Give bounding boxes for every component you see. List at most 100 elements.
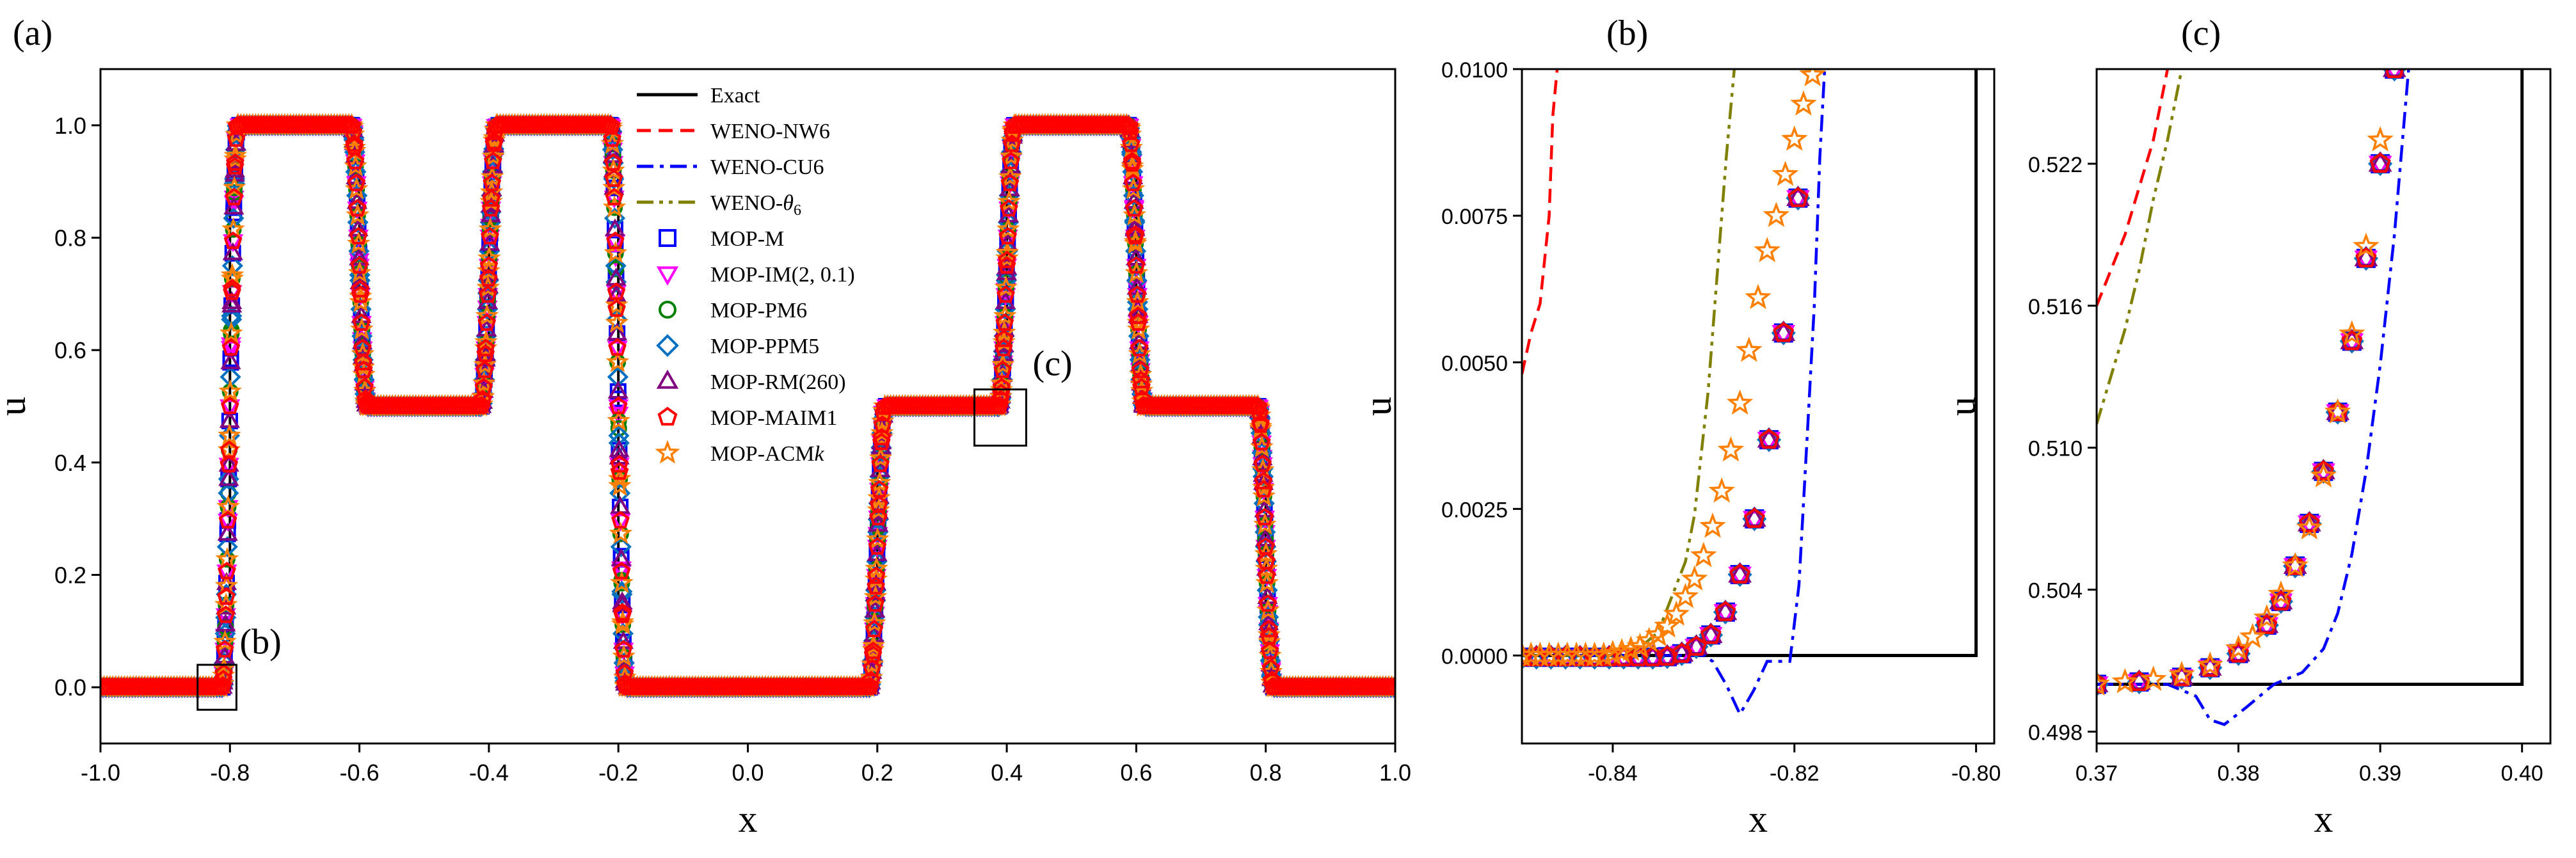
- data-point: [1626, 632, 1654, 658]
- data-point: [1728, 566, 1752, 587]
- data-point: [351, 285, 370, 303]
- data-point: [995, 313, 1014, 331]
- data-point: [2296, 514, 2323, 540]
- panel-b-y-label: u: [1357, 397, 1399, 416]
- legend-label-mop-pm6: MOP-PM6: [710, 299, 807, 322]
- data-point: [221, 255, 243, 276]
- legend-item-mop-im: MOP-IM(2, 0.1): [656, 263, 855, 287]
- data-point: [217, 587, 236, 605]
- data-point: [612, 594, 633, 612]
- data-point: [220, 396, 239, 415]
- x-tick-label: -1.0: [81, 759, 120, 786]
- series-weno-6: [2097, 69, 2184, 425]
- panel-a-y-ticks: 0.0 0.2 0.4 0.6 0.8 1.0: [54, 113, 100, 701]
- y-tick-label: 0.6: [54, 337, 86, 363]
- data-point: [1635, 626, 1663, 653]
- x-tick-label: 0.4: [991, 759, 1023, 786]
- data-point: [1780, 125, 1808, 151]
- data-point: [213, 630, 237, 652]
- data-point: [602, 195, 627, 218]
- data-point: [610, 513, 631, 532]
- legend-label-exact: Exact: [710, 84, 760, 107]
- data-point: [607, 282, 626, 300]
- y-tick-label: 0.0075: [1441, 205, 1508, 229]
- zoom-box-b: [196, 663, 237, 711]
- data-point: [1002, 152, 1020, 170]
- data-point: [220, 399, 241, 418]
- legend-label-weno-theta6-main: WENO-: [710, 191, 783, 215]
- data-point: [355, 377, 374, 395]
- panel-b: (b) -0.84 -0.82 -0.80 0.00000.00250.00500.…: [1357, 13, 2001, 840]
- data-point: [1123, 152, 1142, 170]
- legend-marker: [656, 369, 679, 389]
- data-point: [474, 377, 493, 395]
- data-point: [991, 390, 1010, 408]
- data-point: [1121, 134, 1140, 152]
- data-point: [1128, 285, 1147, 303]
- y-tick-label: 0.2: [54, 562, 86, 589]
- data-point: [993, 360, 1012, 378]
- panel-b-series: [1522, 47, 1978, 718]
- data-point: [1699, 512, 1726, 538]
- data-point: [1124, 198, 1144, 217]
- data-point: [1757, 431, 1781, 452]
- x-tick-label: 0.2: [861, 759, 893, 786]
- panel-c-label: (c): [2181, 13, 2221, 53]
- data-point: [1121, 122, 1140, 140]
- data-point: [609, 396, 628, 415]
- legend-item-mop-ppm5: MOP-PPM5: [656, 334, 819, 358]
- data-point: [2310, 462, 2337, 488]
- data-point: [1263, 671, 1281, 688]
- legend-item-exact: Exact: [637, 84, 760, 107]
- data-point: [1672, 583, 1699, 608]
- legend-marker: [657, 406, 678, 426]
- data-point: [222, 175, 246, 198]
- data-point: [610, 571, 634, 593]
- data-point: [605, 293, 628, 316]
- data-point: [477, 313, 497, 331]
- data-point: [481, 198, 500, 217]
- series-mop-im-2-0-1: [1522, 69, 1813, 670]
- zoom-label-c: (c): [1033, 344, 1073, 384]
- zoom-box-c: [973, 388, 1027, 447]
- data-point: [872, 433, 891, 450]
- legend-symbol-mop-pm6: [659, 301, 676, 319]
- data-point: [223, 282, 241, 300]
- data-point: [1773, 322, 1795, 342]
- data-point: [605, 350, 630, 372]
- data-point: [2324, 398, 2351, 424]
- data-point: [218, 511, 237, 528]
- panel-b-label: (b): [1606, 13, 1648, 53]
- data-point: [215, 640, 234, 658]
- series-line: [2097, 69, 2169, 306]
- data-point: [477, 246, 501, 269]
- data-point: [1119, 116, 1139, 134]
- data-point: [344, 122, 363, 140]
- data-point: [221, 294, 243, 313]
- data-point: [1261, 658, 1281, 676]
- data-point: [1758, 428, 1780, 449]
- legend-marker: [659, 229, 676, 247]
- data-point: [1250, 403, 1269, 421]
- x-tick-label: -0.6: [340, 759, 380, 786]
- data-point: [608, 338, 627, 356]
- panel-c-x-ticks: 0.37 0.38 0.39 0.40: [2076, 743, 2543, 786]
- y-tick-label: 0.510: [2028, 437, 2083, 461]
- data-point: [605, 231, 625, 250]
- series-mop-rm-260: [1522, 47, 1822, 665]
- data-point: [1754, 237, 1780, 262]
- panel-b-x-ticks: -0.84 -0.82 -0.80: [1588, 743, 2001, 786]
- series-mop-acmk: [1522, 69, 1826, 667]
- data-point: [1681, 565, 1708, 591]
- series-mop-ppm5: [2097, 69, 2407, 697]
- data-point: [221, 291, 243, 310]
- data-point: [1129, 313, 1148, 331]
- legend-label-mop-acmk-main: MOP-ACM: [710, 442, 814, 466]
- data-point: [2382, 69, 2407, 82]
- data-point: [1708, 477, 1736, 503]
- legend-label-weno-theta6: WENO-θ6: [710, 191, 801, 219]
- data-point: [602, 117, 621, 135]
- data-point: [1803, 47, 1822, 64]
- x-tick-label: 0.37: [2076, 761, 2118, 786]
